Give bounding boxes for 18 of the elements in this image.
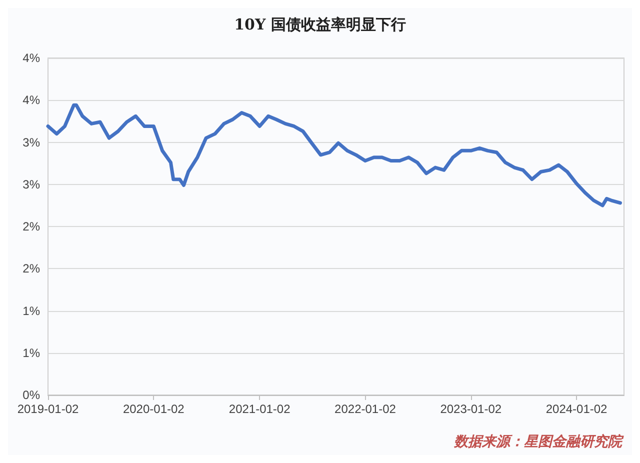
y-tick-label: 1%: [22, 346, 40, 360]
x-tick-label: 2019-01-02: [17, 402, 80, 416]
y-tick-label: 0%: [22, 388, 40, 402]
source-note: 数据来源：星图金融研究院: [453, 433, 624, 450]
y-tick-label: 2%: [22, 262, 40, 276]
y-tick-label: 4%: [22, 93, 40, 108]
y-tick-label: 4%: [22, 51, 40, 65]
x-tick-label: 2021-01-02: [228, 402, 291, 416]
x-tick-label: 2023-01-02: [440, 402, 502, 416]
x-tick-label: 2020-01-02: [122, 402, 185, 416]
x-tick-label: 2022-01-02: [334, 402, 396, 416]
y-tick-label: 3%: [22, 135, 40, 150]
y-tick-label: 1%: [22, 304, 40, 318]
chart-title: 10Y 国债收益率明显下行: [234, 16, 406, 34]
line-series: [46, 103, 622, 208]
y-tick-label: 3%: [22, 177, 40, 192]
x-tick-label: 2024-01-02: [546, 402, 608, 416]
y-tick-label: 2%: [22, 220, 40, 234]
